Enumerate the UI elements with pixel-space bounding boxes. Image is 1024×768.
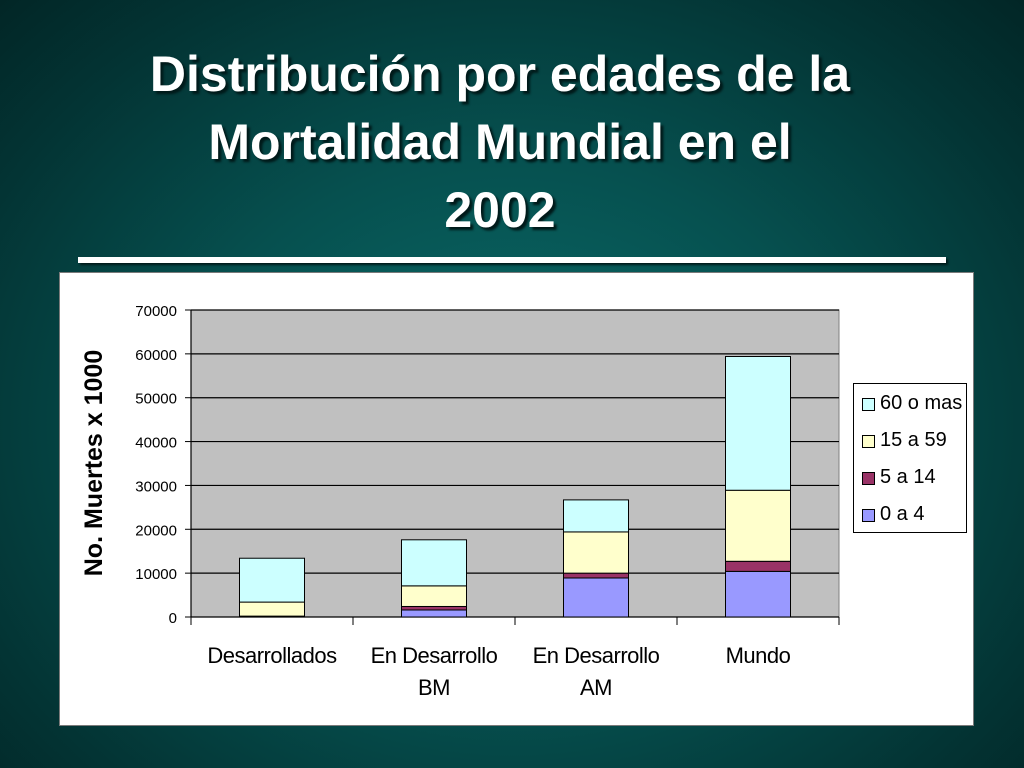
- y-tick-label: 60000: [135, 347, 177, 364]
- y-tick-label: 70000: [135, 303, 177, 320]
- x-category-label: Mundo: [726, 643, 791, 668]
- bar-segment: [239, 601, 305, 617]
- y-tick-label: 10000: [135, 566, 177, 583]
- legend-swatch: [862, 472, 875, 485]
- bar-segment: [725, 560, 791, 572]
- chart-panel: 0 10000 20000 30000 40000 50000 60000 70000 Desa…: [59, 272, 974, 726]
- y-tick-label: 50000: [135, 391, 177, 408]
- title-line-2: Mortalidad Mundial en el: [208, 114, 792, 170]
- legend-swatch: [862, 509, 875, 522]
- legend-item: 15 a 59: [862, 429, 970, 455]
- y-tick-label: 0: [169, 610, 177, 627]
- bar-segment: [239, 557, 305, 603]
- bar-segment: [563, 572, 629, 579]
- chart-legend: 60 o mas 15 a 59 5 a 14 0 a 4: [853, 383, 967, 533]
- x-category-label: En Desarrollo: [533, 643, 660, 668]
- x-category-label: En Desarrollo: [371, 643, 498, 668]
- bar-segment: [563, 531, 629, 574]
- legend-swatch: [862, 398, 875, 411]
- x-category-label: AM: [580, 675, 612, 700]
- bar-segment: [563, 577, 629, 618]
- legend-swatch: [862, 435, 875, 448]
- bar-segment: [725, 355, 791, 491]
- slide-title: Distribución por edades de la Mortalidad…: [0, 40, 1000, 244]
- title-line-1: Distribución por edades de la: [149, 46, 851, 102]
- bar-segment: [563, 499, 629, 533]
- x-category-label: BM: [418, 675, 450, 700]
- legend-label: 15 a 59: [880, 429, 947, 451]
- stacked-bar-chart: 0 10000 20000 30000 40000 50000 60000 70000 Desa…: [135, 303, 840, 700]
- bar-segment: [401, 609, 467, 618]
- legend-item: 0 a 4: [862, 503, 970, 529]
- bar-segment: [401, 539, 467, 587]
- bar-segment: [401, 605, 467, 611]
- legend-label: 5 a 14: [880, 466, 936, 488]
- title-underline: [78, 257, 946, 263]
- legend-item: 60 o mas: [862, 392, 970, 418]
- y-tick-label: 30000: [135, 478, 177, 495]
- y-tick-label: 20000: [135, 522, 177, 539]
- bar-segment: [725, 570, 791, 618]
- bar-segment: [401, 585, 467, 607]
- legend-label: 0 a 4: [880, 503, 925, 525]
- bar-segment: [725, 489, 791, 562]
- title-line-3: 2002: [444, 182, 556, 238]
- x-category-label: Desarrollados: [207, 643, 337, 668]
- legend-label: 60 o mas: [880, 392, 963, 414]
- y-axis-label: No. Muertes x 1000: [80, 349, 108, 577]
- y-tick-label: 40000: [135, 435, 177, 452]
- legend-item: 5 a 14: [862, 466, 970, 492]
